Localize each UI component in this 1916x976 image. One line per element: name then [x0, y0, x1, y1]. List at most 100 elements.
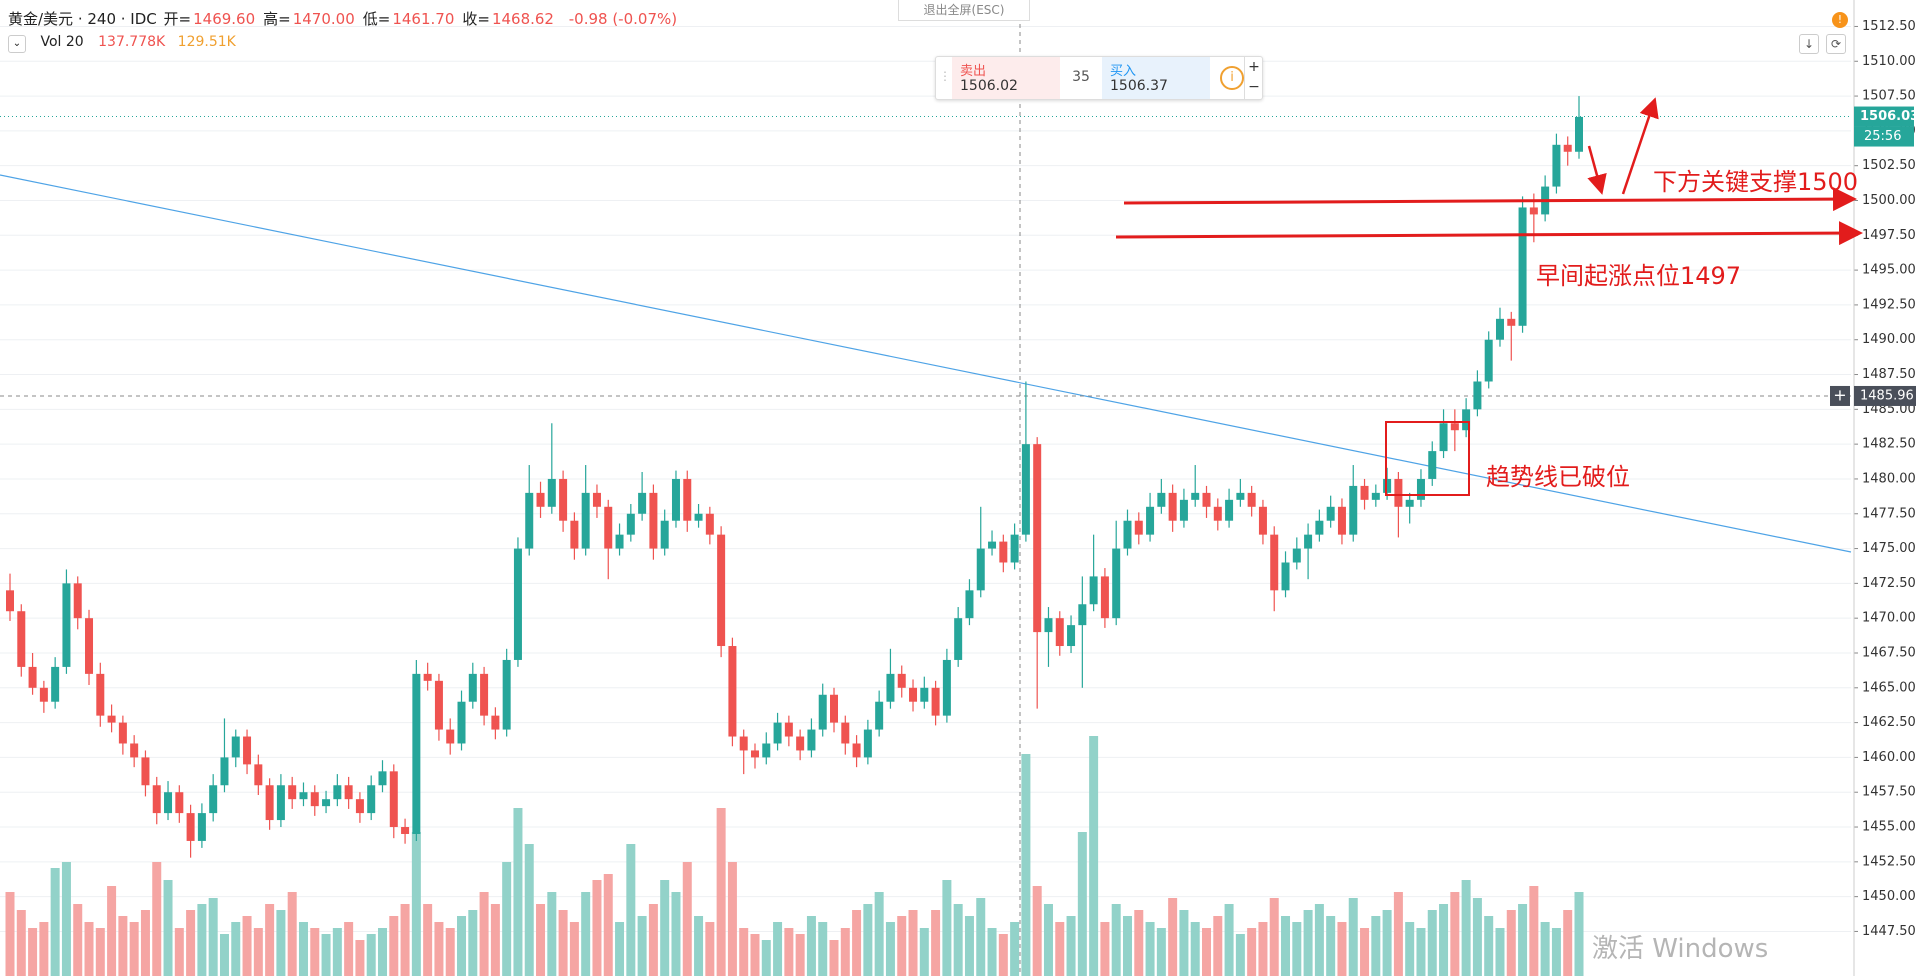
- fullscreen-button[interactable]: ⟳: [1826, 34, 1846, 54]
- candle-body: [1225, 499, 1234, 521]
- candle-body: [1495, 318, 1504, 340]
- candle-body: [1100, 576, 1109, 619]
- volume-bar: [705, 922, 715, 976]
- exit-fullscreen[interactable]: 退出全屏(ESC): [898, 0, 1030, 21]
- volume-bar: [265, 904, 275, 976]
- candle-body: [265, 785, 274, 821]
- volume-bar: [1145, 922, 1155, 976]
- y-tick-label: 1465.00: [1862, 680, 1916, 695]
- volume-bar: [197, 904, 207, 976]
- plus-button[interactable]: [1830, 385, 1850, 406]
- zoom-buttons[interactable]: + −: [1244, 57, 1263, 99]
- quantity[interactable]: 35: [1072, 69, 1090, 85]
- candle-body: [1552, 144, 1561, 187]
- legend-label: 收=: [462, 10, 490, 28]
- volume-bar: [1371, 916, 1381, 976]
- candle-body: [1439, 423, 1448, 452]
- volume-bar: [919, 928, 929, 976]
- plus-icon: +: [1833, 385, 1846, 404]
- volume-bar: [344, 922, 354, 976]
- candle-body: [412, 673, 421, 834]
- candle-body: [62, 583, 71, 667]
- volume-bar: [998, 934, 1008, 976]
- volume-bar: [1224, 904, 1234, 976]
- candle-body: [502, 659, 511, 730]
- y-tick-label: 1472.50: [1862, 576, 1916, 591]
- candle-body: [1270, 534, 1279, 591]
- candle-body: [1146, 506, 1155, 535]
- buy-button[interactable]: 买入 1506.37: [1102, 57, 1210, 99]
- candle-body: [1281, 562, 1290, 591]
- volume-bar: [976, 898, 986, 976]
- legend-value: 1468.62: [491, 10, 554, 28]
- volume-bar: [1551, 928, 1561, 976]
- candle-body: [1371, 492, 1380, 500]
- candle-body: [705, 513, 714, 535]
- candle-body: [1507, 318, 1516, 326]
- candle-body: [355, 799, 364, 814]
- volume-bar: [1269, 898, 1279, 976]
- volume-bar: [73, 904, 83, 976]
- last-price-label: 1506.03: [1860, 109, 1916, 124]
- volume-bar: [885, 922, 895, 976]
- sell-button[interactable]: 卖出 1506.02: [952, 57, 1060, 99]
- volume-bar: [321, 934, 331, 976]
- volume-bar: [1461, 880, 1471, 976]
- candle-body: [457, 701, 466, 744]
- y-tick-label: 1507.50: [1862, 89, 1916, 104]
- breakout-box: [1385, 421, 1470, 496]
- candle-body: [886, 673, 895, 702]
- collapse-button[interactable]: ⌄: [8, 35, 26, 53]
- volume-bar: [490, 904, 500, 976]
- alert-icon[interactable]: !: [1832, 12, 1848, 28]
- volume-bar: [118, 916, 128, 976]
- candle-body: [96, 673, 105, 716]
- candle-body: [1044, 618, 1053, 633]
- volume-bar: [1100, 922, 1110, 976]
- candle-body: [1134, 520, 1143, 535]
- trade-panel: ⋮⋮ 卖出 1506.02 35 买入 1506.37 i + −: [935, 56, 1263, 100]
- candle-body: [671, 478, 680, 521]
- crosshair-price-label: 1485.96: [1860, 388, 1914, 403]
- candle-body: [1123, 520, 1132, 549]
- volume-bar: [1506, 910, 1516, 976]
- annotation: 早间起涨点位1497: [1536, 262, 1742, 290]
- candle-body: [1258, 506, 1267, 535]
- candle-body: [615, 534, 624, 549]
- candle-body: [389, 771, 398, 828]
- volume-bar: [1348, 898, 1358, 976]
- candle-body: [378, 771, 387, 786]
- y-tick-label: 1457.50: [1862, 785, 1916, 800]
- scroll-button[interactable]: ↓: [1799, 34, 1819, 54]
- candle-body: [1394, 478, 1403, 507]
- candle-body: [852, 743, 861, 758]
- watermark: 激活 Windows: [1592, 934, 1769, 964]
- candle-body: [434, 680, 443, 730]
- volume-bar: [434, 922, 444, 976]
- candle-body: [1089, 576, 1098, 605]
- volume-bar: [1111, 904, 1121, 976]
- change: -0.98 (-0.07%): [568, 10, 678, 28]
- volume-bar: [61, 862, 71, 976]
- candle-body: [152, 785, 161, 814]
- volume-bar: [1337, 922, 1347, 976]
- countdown-box: [1854, 126, 1914, 147]
- candle-body: [367, 785, 376, 814]
- candle-body: [559, 478, 568, 521]
- info-icon[interactable]: i: [1220, 66, 1244, 90]
- candle-body: [954, 618, 963, 660]
- volume-bar: [806, 916, 816, 976]
- y-tick-label: 1447.50: [1862, 924, 1916, 939]
- volume-bar: [1032, 886, 1042, 976]
- candle-body: [897, 673, 906, 688]
- candle-body: [728, 646, 737, 737]
- volume-bar: [1563, 910, 1573, 976]
- volume-bar: [468, 910, 478, 976]
- candle-body: [525, 492, 534, 549]
- volume-bar: [897, 916, 907, 976]
- volume-bar: [1247, 928, 1257, 976]
- candle-body: [965, 590, 974, 619]
- candle-body: [17, 611, 26, 667]
- volume-bar: [1450, 892, 1460, 976]
